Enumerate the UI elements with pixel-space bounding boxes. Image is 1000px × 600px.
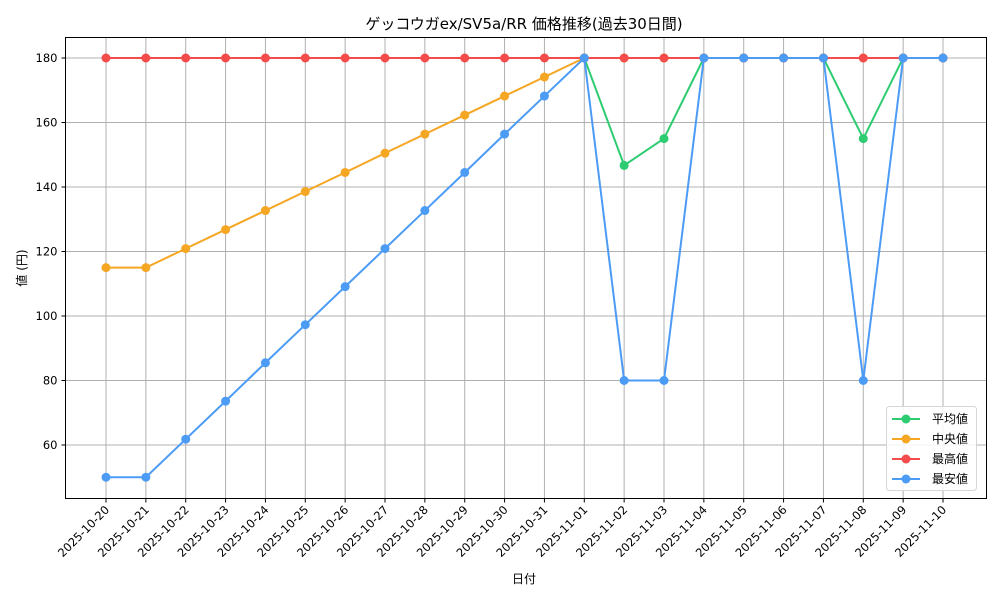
y-axis-label: 値 (円) bbox=[14, 249, 29, 286]
data-point bbox=[938, 53, 948, 63]
legend-swatch-marker bbox=[901, 434, 911, 444]
legend-swatch-marker bbox=[901, 474, 911, 484]
legend-label: 最安値 bbox=[932, 471, 968, 486]
series-line bbox=[106, 55, 943, 479]
legend-swatch-marker bbox=[901, 454, 911, 464]
legend-swatch-marker bbox=[901, 414, 911, 424]
y-tick-label: 160 bbox=[36, 116, 58, 130]
data-point bbox=[141, 53, 151, 63]
data-point bbox=[221, 225, 231, 235]
legend-item: 平均値 bbox=[892, 411, 968, 426]
data-point bbox=[380, 148, 390, 158]
data-point bbox=[460, 53, 470, 63]
y-tick-label: 60 bbox=[43, 438, 58, 452]
data-point bbox=[181, 53, 191, 63]
data-point bbox=[460, 110, 470, 120]
data-point bbox=[181, 244, 191, 254]
data-point bbox=[539, 53, 549, 63]
data-point bbox=[101, 53, 111, 63]
legend-item: 中央値 bbox=[892, 431, 968, 446]
data-point bbox=[420, 53, 430, 63]
data-point bbox=[101, 472, 111, 482]
data-point bbox=[858, 376, 868, 385]
data-point bbox=[659, 376, 669, 385]
x-axis-label: 日付 bbox=[512, 572, 536, 586]
data-point bbox=[539, 72, 549, 82]
y-tick-label: 80 bbox=[43, 374, 58, 388]
data-point bbox=[858, 134, 868, 144]
legend-item: 最高値 bbox=[892, 451, 968, 466]
data-point bbox=[340, 282, 350, 292]
data-point bbox=[659, 53, 669, 63]
series-line bbox=[583, 57, 943, 167]
data-point bbox=[659, 134, 669, 144]
data-point bbox=[500, 129, 510, 139]
data-point bbox=[420, 129, 430, 139]
data-point bbox=[300, 53, 310, 63]
y-tick-label: 180 bbox=[36, 51, 58, 65]
y-axis-ticks: 60 80 100 120 140 160 180 bbox=[36, 51, 66, 452]
legend-label: 中央値 bbox=[932, 431, 968, 446]
data-point bbox=[181, 434, 191, 444]
chart-title: ゲッコウガex/SV5a/RR 価格推移(過去30日間) bbox=[365, 15, 682, 33]
data-point bbox=[380, 53, 390, 63]
legend-label: 平均値 bbox=[932, 411, 968, 426]
data-point bbox=[500, 53, 510, 63]
series-lines bbox=[101, 53, 948, 482]
data-point bbox=[699, 53, 709, 63]
y-tick-label: 100 bbox=[36, 309, 58, 323]
data-point bbox=[340, 53, 350, 63]
data-point bbox=[101, 263, 111, 273]
data-point bbox=[898, 53, 908, 63]
data-point bbox=[141, 472, 151, 482]
data-point bbox=[221, 53, 231, 63]
data-point bbox=[380, 244, 390, 254]
data-point bbox=[500, 91, 510, 101]
legend-box bbox=[886, 406, 977, 491]
data-point bbox=[460, 167, 470, 177]
data-point bbox=[300, 320, 310, 330]
series-最安値 bbox=[101, 53, 948, 482]
legend-item: 最安値 bbox=[892, 471, 968, 486]
data-point bbox=[779, 53, 789, 63]
data-point bbox=[420, 206, 430, 216]
y-tick-label: 140 bbox=[36, 180, 58, 194]
data-point bbox=[619, 160, 629, 170]
data-point bbox=[340, 167, 350, 177]
series-中央値 bbox=[101, 53, 948, 273]
data-point bbox=[260, 358, 270, 368]
x-axis-ticks: 2025-10-202025-10-212025-10-222025-10-23… bbox=[55, 498, 949, 560]
data-point bbox=[579, 53, 589, 63]
data-point bbox=[300, 187, 310, 197]
plot-frame bbox=[65, 37, 987, 499]
series-line bbox=[106, 57, 943, 269]
data-point bbox=[818, 53, 828, 63]
data-point bbox=[260, 206, 270, 216]
data-point bbox=[141, 263, 151, 273]
legend-label: 最高値 bbox=[932, 451, 968, 466]
data-point bbox=[858, 53, 868, 63]
data-point bbox=[739, 53, 749, 63]
y-tick-label: 120 bbox=[36, 245, 58, 259]
data-point bbox=[619, 376, 629, 385]
data-point bbox=[539, 91, 549, 101]
data-point bbox=[619, 53, 629, 63]
data-point bbox=[221, 396, 231, 406]
data-point bbox=[260, 53, 270, 63]
